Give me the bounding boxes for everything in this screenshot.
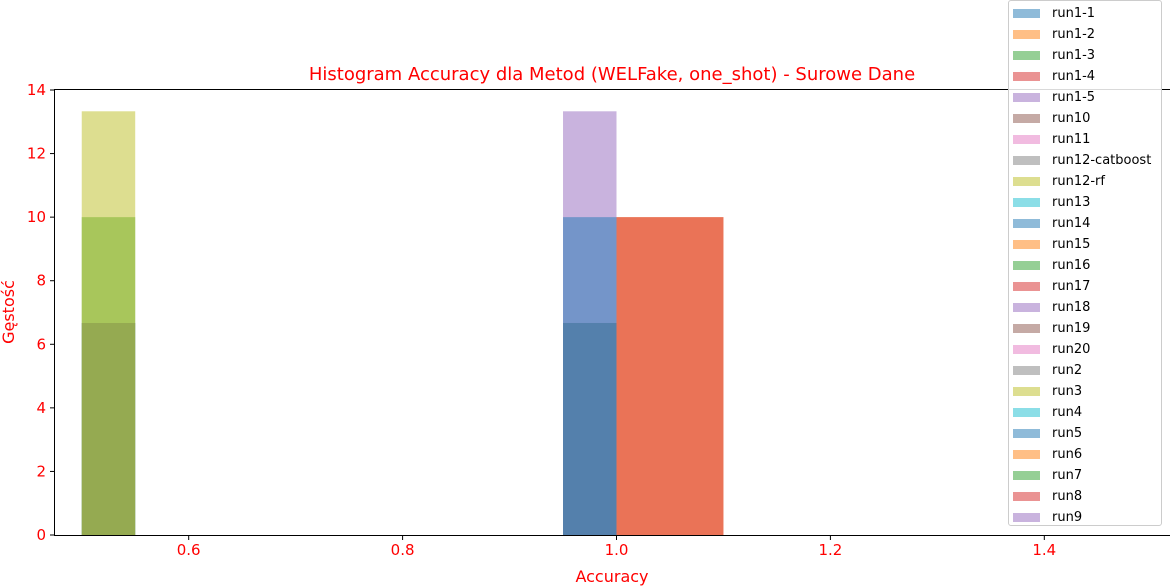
- legend-swatch: [1013, 366, 1040, 375]
- legend-swatch: [1013, 345, 1040, 354]
- bars-group: [81, 111, 724, 536]
- legend-label: run8: [1052, 489, 1083, 504]
- legend-swatch: [1013, 513, 1040, 522]
- legend-swatch: [1013, 93, 1040, 102]
- legend-item: run1-4: [1009, 66, 1161, 87]
- legend-swatch: [1013, 492, 1040, 501]
- legend-item: run12-catboost: [1009, 150, 1161, 171]
- legend-item: run14: [1009, 213, 1161, 234]
- bar-run17-0: [616, 217, 724, 535]
- legend-label: run7: [1052, 468, 1083, 483]
- legend-item: run18: [1009, 297, 1161, 318]
- x-tick-label: 1.4: [1032, 541, 1056, 559]
- legend-label: run2: [1052, 363, 1083, 378]
- legend-label: run17: [1052, 279, 1091, 294]
- y-tick-label: 12: [27, 145, 46, 163]
- legend-label: run10: [1052, 111, 1091, 126]
- chart-title: Histogram Accuracy dla Metod (WELFake, o…: [309, 64, 915, 85]
- legend-label: run19: [1052, 321, 1091, 336]
- legend-item: run17: [1009, 276, 1161, 297]
- legend-swatch: [1013, 387, 1040, 396]
- legend-item: run2: [1009, 360, 1161, 381]
- legend-label: run14: [1052, 216, 1091, 231]
- legend-swatch: [1013, 156, 1040, 165]
- y-axis-label: Gęstość: [0, 280, 18, 344]
- x-tick-label: 1.0: [605, 541, 629, 559]
- legend-label: run15: [1052, 237, 1091, 252]
- legend-item: run4: [1009, 402, 1161, 423]
- legend-label: run20: [1052, 342, 1091, 357]
- legend-swatch: [1013, 9, 1040, 18]
- legend-item: run15: [1009, 234, 1161, 255]
- legend-item: run3: [1009, 381, 1161, 402]
- legend-swatch: [1013, 303, 1040, 312]
- legend-swatch: [1013, 135, 1040, 144]
- y-axis-ticks: 0 2 4 6 8 10 12 14: [27, 81, 55, 544]
- legend-label: run18: [1052, 300, 1091, 315]
- legend-item: run13: [1009, 192, 1161, 213]
- legend-swatch: [1013, 240, 1040, 249]
- legend-item: run7: [1009, 465, 1161, 486]
- legend-swatch: [1013, 51, 1040, 60]
- legend-label: run1-1: [1052, 6, 1096, 21]
- x-tick-label: 0.6: [177, 541, 201, 559]
- legend-item: run9: [1009, 507, 1161, 528]
- x-axis-label: Accuracy: [575, 567, 648, 586]
- legend-item: run10: [1009, 108, 1161, 129]
- x-tick-label: 1.2: [818, 541, 842, 559]
- legend-item: run6: [1009, 444, 1161, 465]
- legend-item: run16: [1009, 255, 1161, 276]
- legend-label: run12-rf: [1052, 174, 1105, 189]
- legend-swatch: [1013, 471, 1040, 480]
- legend-item: run20: [1009, 339, 1161, 360]
- legend-label: run1-5: [1052, 90, 1096, 105]
- legend-swatch: [1013, 324, 1040, 333]
- legend-swatch: [1013, 72, 1040, 81]
- y-tick-label: 6: [36, 335, 46, 353]
- y-tick-label: 10: [27, 208, 46, 226]
- legend-item: run12-rf: [1009, 171, 1161, 192]
- y-tick-label: 8: [36, 272, 46, 290]
- chart-legend: run1-1 run1-2 run1-3 run1-4 run1-5 run10 run11…: [1008, 0, 1162, 526]
- legend-label: run11: [1052, 132, 1091, 147]
- y-tick-label: 0: [36, 526, 46, 544]
- legend-item: run1-5: [1009, 87, 1161, 108]
- x-tick-label: 0.8: [391, 541, 415, 559]
- legend-swatch: [1013, 219, 1040, 228]
- legend-swatch: [1013, 429, 1040, 438]
- legend-label: run12-catboost: [1052, 153, 1152, 168]
- legend-item: run8: [1009, 486, 1161, 507]
- legend-label: run1-2: [1052, 27, 1096, 42]
- legend-swatch: [1013, 30, 1040, 39]
- legend-swatch: [1013, 198, 1040, 207]
- legend-label: run9: [1052, 510, 1083, 525]
- legend-item: run1-1: [1009, 3, 1161, 24]
- legend-label: run1-3: [1052, 48, 1096, 63]
- bar-run5-0: [563, 217, 617, 535]
- legend-label: run16: [1052, 258, 1091, 273]
- legend-swatch: [1013, 177, 1040, 186]
- y-tick-label: 2: [36, 462, 46, 480]
- legend-label: run3: [1052, 384, 1083, 399]
- legend-swatch: [1013, 261, 1040, 270]
- legend-swatch: [1013, 408, 1040, 417]
- legend-label: run4: [1052, 405, 1083, 420]
- legend-label: run5: [1052, 426, 1083, 441]
- legend-swatch: [1013, 450, 1040, 459]
- bar-run3-0: [81, 111, 136, 536]
- legend-item: run5: [1009, 423, 1161, 444]
- legend-item: run11: [1009, 129, 1161, 150]
- legend-item: run1-3: [1009, 45, 1161, 66]
- legend-label: run13: [1052, 195, 1091, 210]
- legend-label: run6: [1052, 447, 1083, 462]
- legend-swatch: [1013, 114, 1040, 123]
- y-tick-label: 4: [36, 399, 46, 417]
- x-axis-ticks: 0.6 0.8 1.0 1.2 1.4: [177, 535, 1056, 559]
- legend-item: run19: [1009, 318, 1161, 339]
- legend-label: run1-4: [1052, 69, 1096, 84]
- legend-swatch: [1013, 282, 1040, 291]
- y-tick-label: 14: [27, 81, 46, 99]
- legend-item: run1-2: [1009, 24, 1161, 45]
